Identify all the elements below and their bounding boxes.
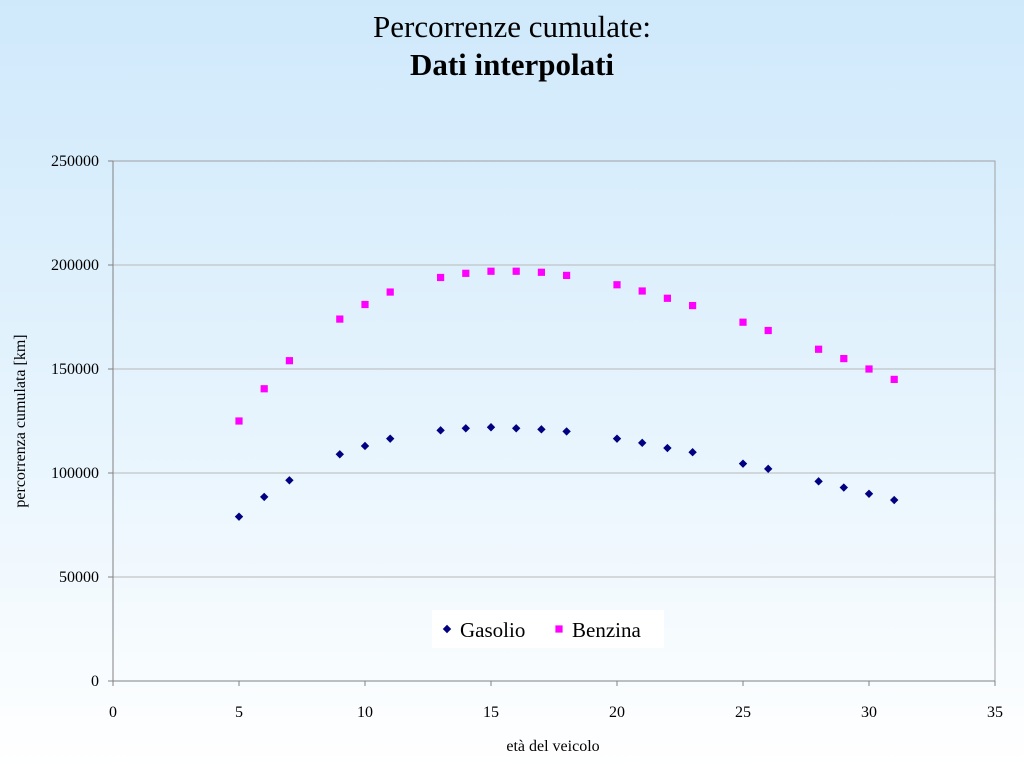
data-point-gasolio bbox=[461, 424, 470, 433]
data-point-benzina bbox=[613, 281, 621, 289]
data-point-benzina bbox=[336, 315, 344, 323]
chart-subtitle: Dati interpolati bbox=[409, 47, 615, 82]
data-point-gasolio bbox=[738, 459, 748, 468]
chart-title: Percorrenze cumulate: bbox=[373, 9, 651, 44]
chart-title-block: Percorrenze cumulate: Dati interpolati bbox=[0, 8, 1024, 84]
data-point-gasolio bbox=[864, 489, 874, 498]
data-point-gasolio bbox=[360, 441, 370, 451]
data-point-gasolio bbox=[562, 427, 571, 436]
data-point-gasolio bbox=[688, 448, 697, 457]
legend-marker-benzina bbox=[555, 625, 563, 633]
data-point-gasolio bbox=[839, 483, 848, 492]
data-point-benzina bbox=[537, 268, 545, 276]
data-point-benzina bbox=[638, 287, 646, 295]
x-tick-label: 20 bbox=[609, 704, 625, 721]
data-point-benzina bbox=[512, 267, 520, 275]
gridlines bbox=[113, 160, 995, 578]
legend-label-gasolio: Gasolio bbox=[460, 618, 525, 642]
legend: Gasolio Benzina bbox=[432, 610, 664, 648]
data-point-benzina bbox=[487, 267, 495, 275]
plot-area-frame bbox=[112, 160, 996, 682]
data-point-benzina bbox=[840, 355, 848, 363]
data-points bbox=[234, 267, 899, 521]
data-point-benzina bbox=[260, 385, 268, 393]
x-tick-label: 35 bbox=[987, 704, 1003, 721]
y-tick-label: 0 bbox=[91, 673, 99, 690]
data-point-benzina bbox=[865, 365, 873, 373]
y-tick-label: 100000 bbox=[51, 465, 99, 482]
axes bbox=[108, 160, 996, 686]
data-point-gasolio bbox=[436, 426, 445, 435]
x-tick-label: 10 bbox=[357, 704, 373, 721]
data-point-benzina bbox=[361, 300, 369, 309]
legend-marker-gasolio bbox=[442, 624, 452, 634]
data-point-benzina bbox=[764, 326, 772, 335]
x-tick-label: 30 bbox=[861, 704, 877, 721]
data-point-benzina bbox=[739, 318, 747, 326]
data-point-gasolio bbox=[234, 512, 244, 521]
x-tick-label: 15 bbox=[483, 704, 499, 721]
y-axis-title: percorrenza cumulata [km] bbox=[12, 334, 29, 507]
data-point-benzina bbox=[815, 345, 823, 353]
data-point-gasolio bbox=[890, 495, 899, 505]
x-tick-label: 5 bbox=[235, 704, 243, 721]
y-tick-label: 50000 bbox=[59, 569, 99, 586]
y-tick-label: 150000 bbox=[51, 361, 99, 378]
data-point-benzina bbox=[235, 417, 243, 425]
data-point-gasolio bbox=[638, 438, 647, 448]
data-point-gasolio bbox=[285, 476, 294, 485]
data-point-benzina bbox=[563, 271, 571, 279]
data-point-gasolio bbox=[612, 434, 622, 443]
x-tick-label: 25 bbox=[735, 704, 751, 721]
data-point-benzina bbox=[890, 375, 898, 383]
tick-labels: 0 50000 100000 150000 200000 250000 0 5 10 15 20 25… bbox=[51, 153, 1003, 721]
data-point-benzina bbox=[285, 357, 293, 365]
data-point-gasolio bbox=[386, 434, 395, 443]
legend-label-benzina: Benzina bbox=[572, 618, 641, 642]
data-point-benzina bbox=[437, 273, 445, 282]
data-point-gasolio bbox=[512, 424, 521, 433]
data-point-gasolio bbox=[260, 492, 269, 502]
data-point-gasolio bbox=[663, 443, 672, 453]
data-point-gasolio bbox=[537, 425, 546, 434]
x-axis-title: età del veicolo bbox=[506, 738, 599, 755]
y-tick-label: 200000 bbox=[51, 257, 99, 274]
data-point-benzina bbox=[462, 269, 470, 277]
data-point-benzina bbox=[386, 288, 394, 296]
x-tick-label: 0 bbox=[109, 704, 117, 721]
y-tick-label: 250000 bbox=[51, 153, 99, 170]
legend-box bbox=[432, 610, 664, 648]
data-point-benzina bbox=[663, 294, 671, 302]
data-point-gasolio bbox=[814, 477, 823, 486]
data-point-benzina bbox=[689, 301, 697, 310]
data-point-gasolio bbox=[335, 450, 344, 459]
data-point-gasolio bbox=[764, 464, 773, 474]
data-point-gasolio bbox=[486, 423, 496, 432]
